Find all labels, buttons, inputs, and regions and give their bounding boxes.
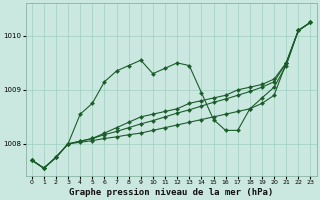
X-axis label: Graphe pression niveau de la mer (hPa): Graphe pression niveau de la mer (hPa) (69, 188, 273, 197)
